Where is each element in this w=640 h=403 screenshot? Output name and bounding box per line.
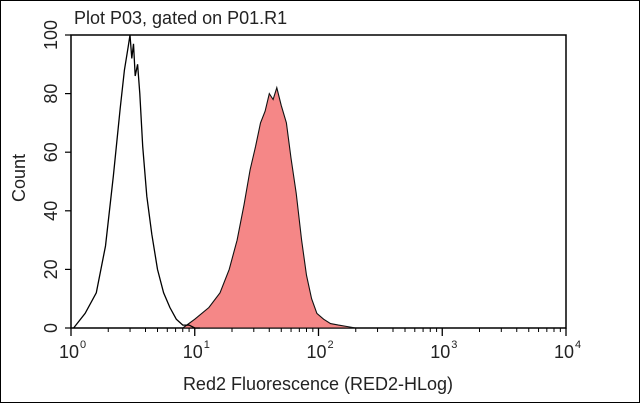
x-tick-exponent: 1 (204, 339, 210, 351)
series-outline-histogram (73, 34, 200, 329)
y-tick-label: 20 (41, 259, 61, 279)
plot-box (70, 34, 567, 329)
x-tick-label: 10 (430, 342, 450, 362)
x-tick-label: 10 (183, 342, 203, 362)
x-tick-label: 10 (306, 342, 326, 362)
series-filled-histogram (181, 85, 356, 329)
x-tick-exponent: 2 (328, 339, 334, 351)
y-axis-label: Count (9, 154, 29, 202)
x-tick-exponent: 0 (80, 339, 86, 351)
y-tick-label: 0 (41, 323, 61, 333)
y-tick-label: 60 (41, 142, 61, 162)
x-tick-exponent: 3 (451, 339, 457, 351)
x-tick-exponent: 4 (575, 339, 581, 351)
y-tick-label: 100 (41, 20, 61, 50)
y-tick-label: 80 (41, 84, 61, 104)
x-tick-label: 10 (554, 342, 574, 362)
plot-area (70, 34, 567, 329)
x-axis-label: Red2 Fluorescence (RED2-HLog) (183, 374, 453, 394)
y-tick-label: 40 (41, 201, 61, 221)
x-tick-label: 10 (59, 342, 79, 362)
chart-title: Plot P03, gated on P01.R1 (74, 8, 287, 28)
